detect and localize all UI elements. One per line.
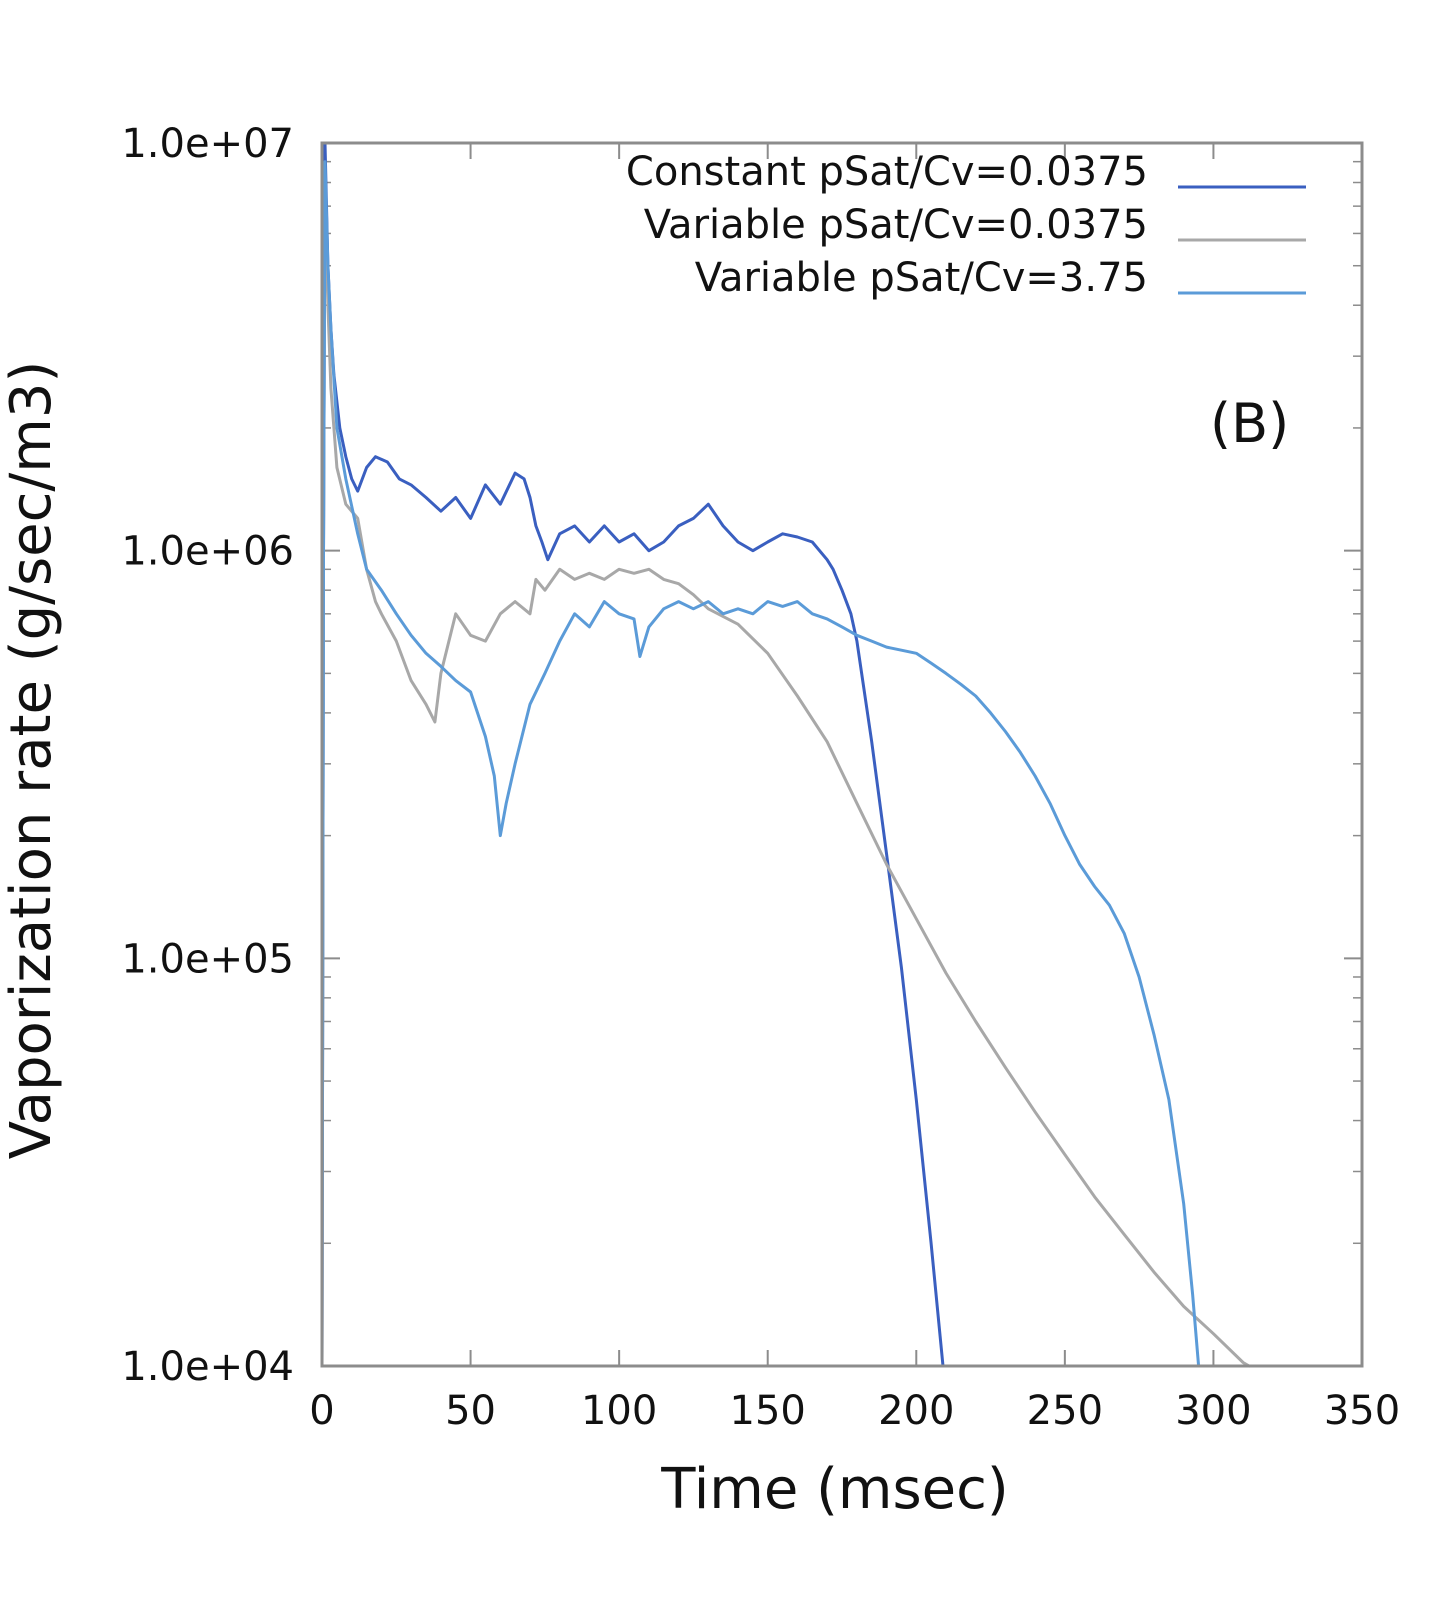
- legend: Constant pSat/Cv=0.0375 Variable pSat/Cv=…: [626, 149, 1306, 301]
- series-line-0: [320, 141, 945, 1368]
- series-layer: [320, 141, 1251, 1368]
- panel-label: (B): [1210, 392, 1289, 455]
- y-tick-label-3: 1.0e+07: [121, 121, 294, 167]
- legend-label-1: Variable pSat/Cv=0.0375: [644, 202, 1148, 248]
- x-tick-label-200: 200: [878, 1388, 954, 1434]
- legend-label-0: Constant pSat/Cv=0.0375: [626, 149, 1148, 195]
- plot-frame: [320, 141, 1364, 1368]
- x-tick-label-50: 50: [445, 1388, 496, 1434]
- y-tick-label-2: 1.0e+06: [121, 529, 294, 575]
- axes: 0 50 100 150 200 250 300 350 1.0e+04 1.0e+05 1.0e+…: [121, 121, 1400, 1434]
- x-axis-title: Time (msec): [660, 1457, 1009, 1522]
- legend-label-2: Variable pSat/Cv=3.75: [695, 255, 1148, 301]
- x-tick-label-250: 250: [1027, 1388, 1103, 1434]
- y-tick-label-1: 1.0e+05: [121, 936, 294, 982]
- series-line-2: [320, 160, 1201, 1368]
- x-tick-label-100: 100: [581, 1388, 657, 1434]
- x-tick-label-300: 300: [1175, 1388, 1251, 1434]
- series-line-1: [320, 181, 1251, 1368]
- x-tick-label-0: 0: [309, 1388, 334, 1434]
- x-tick-label-350: 350: [1324, 1388, 1400, 1434]
- y-tick-label-0: 1.0e+04: [121, 1344, 294, 1390]
- x-tick-label-150: 150: [730, 1388, 806, 1434]
- y-axis-title: Vaporization rate (g/sec/m3): [0, 361, 64, 1160]
